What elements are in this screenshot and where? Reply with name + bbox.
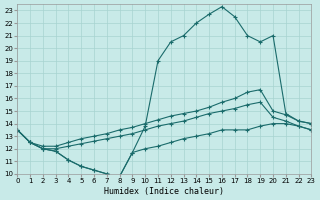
X-axis label: Humidex (Indice chaleur): Humidex (Indice chaleur) <box>104 187 224 196</box>
